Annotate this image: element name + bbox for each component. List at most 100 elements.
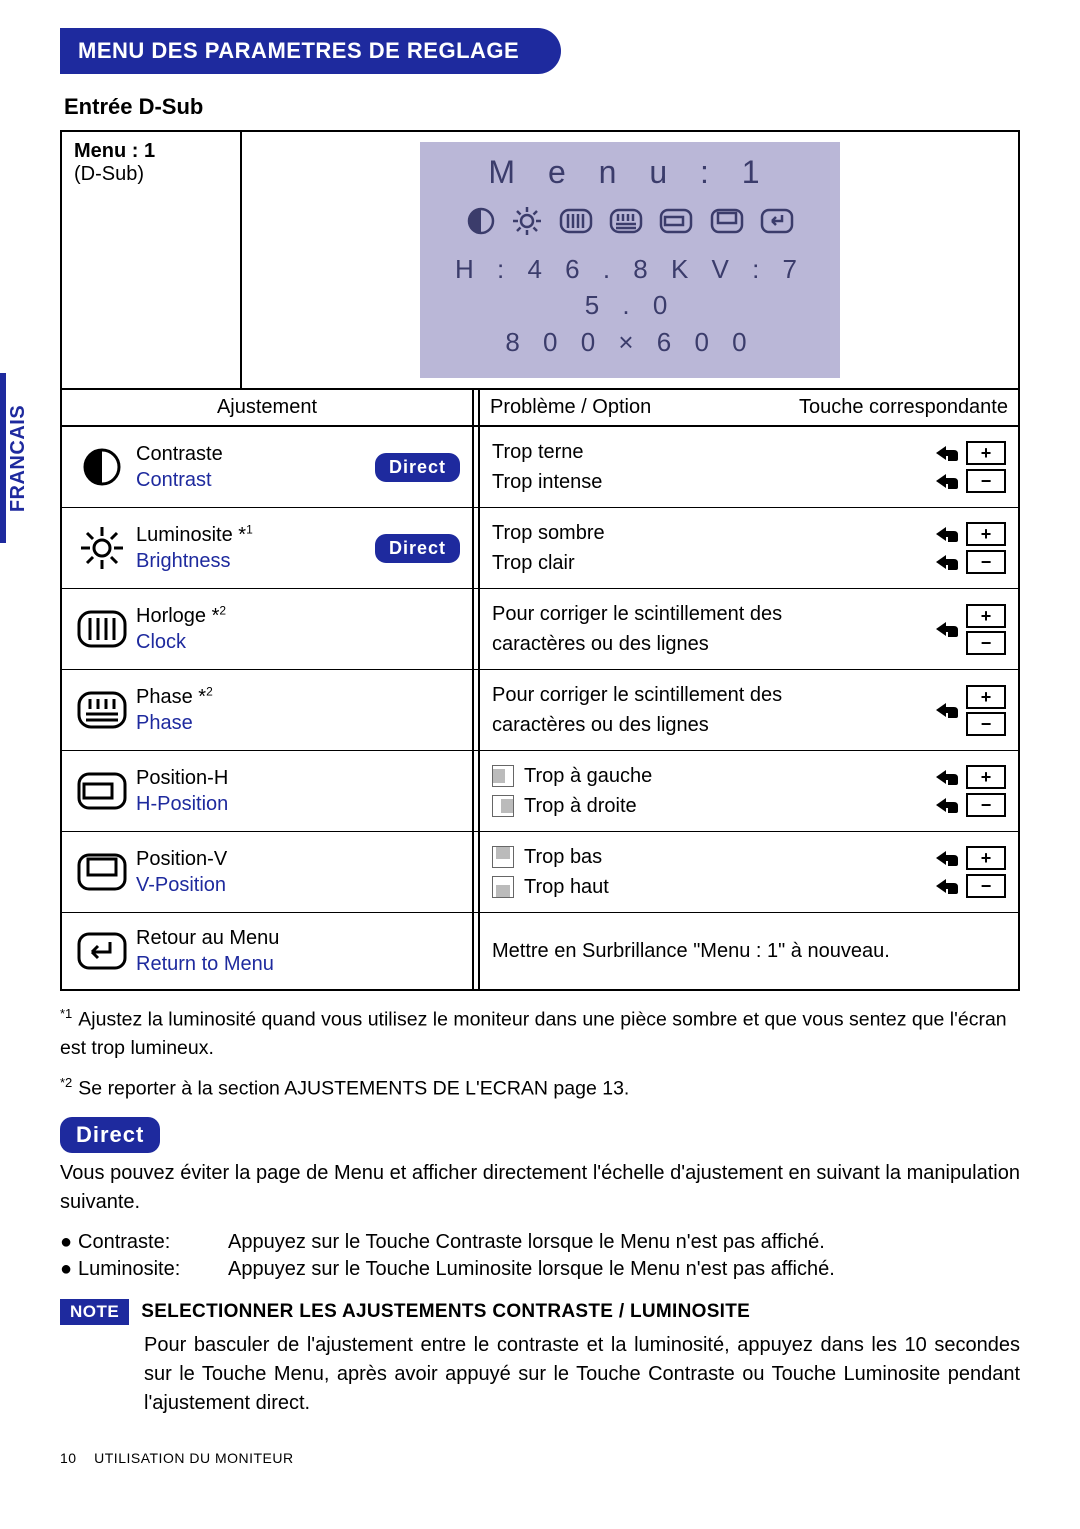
minus-key: − [966, 793, 1006, 817]
hand-left-icon [934, 443, 960, 463]
table-header: Ajustement Problème / Option Touche corr… [62, 388, 1018, 427]
plus-key: + [966, 846, 1006, 870]
menu-id-cell: Menu : 1 (D-Sub) [62, 132, 242, 388]
plus-key: + [966, 441, 1006, 465]
menu-number-label: Menu : 1 [74, 140, 228, 163]
setting-name-fr: Horloge *2 [136, 603, 460, 629]
osd-preview: M e n u : 1 H : 4 6 . 8 K V : 7 5 . 0 8 … [420, 142, 840, 378]
problem-text: Trop clair [492, 548, 575, 578]
language-label: FRANCAIS [8, 404, 31, 511]
hand-left-icon [934, 619, 960, 639]
direct-intro: Vous pouvez éviter la page de Menu et af… [60, 1159, 1020, 1217]
setting-name-en: Phase [136, 710, 460, 736]
minus-key: − [966, 631, 1006, 655]
problems: Trop sombreTrop clair [492, 518, 906, 578]
keys: + − [906, 604, 1006, 655]
setting-name-fr: Retour au Menu [136, 925, 460, 951]
setting-name-en: H-Position [136, 791, 460, 817]
hand-left-icon [934, 848, 960, 868]
bullet-1-label: Luminosite: [78, 1258, 228, 1281]
footnotes: *1Ajustez la luminosité quand vous utili… [60, 1005, 1020, 1103]
problem-text: Trop terne [492, 437, 584, 467]
contrast-icon [466, 206, 496, 236]
minus-key: − [966, 874, 1006, 898]
table-row: Luminosite *1 Brightness Direct Trop som… [62, 508, 1018, 589]
row-icon [74, 926, 130, 976]
row-icon [74, 766, 130, 816]
hand-left-icon [934, 524, 960, 544]
fn1-text: Ajustez la luminosité quand vous utilise… [60, 1009, 1007, 1059]
table-row: Phase *2 Phase Pour corriger le scintill… [62, 670, 1018, 751]
problems: Trop à gaucheTrop à droite [492, 761, 906, 821]
note-badge: NOTE [60, 1299, 129, 1325]
bullet-1-text: Appuyez sur le Touche Luminosite lorsque… [228, 1258, 1020, 1281]
hand-left-icon [934, 552, 960, 572]
col-adjust: Ajustement [62, 390, 474, 425]
plus-key: + [966, 604, 1006, 628]
setting-name-en: Contrast [136, 467, 375, 493]
direct-section: Direct Vous pouvez éviter la page de Men… [60, 1117, 1020, 1418]
problem-text: Trop sombre [492, 518, 605, 548]
hand-left-icon [934, 471, 960, 491]
problem-text: Trop à droite [524, 791, 637, 821]
problem-text: Trop à gauche [524, 761, 652, 791]
hpos-icon [659, 206, 693, 236]
direct-heading-badge: Direct [60, 1117, 160, 1153]
problem-text: Pour corriger le scintillement des [492, 599, 782, 629]
problems: Trop terneTrop intense [492, 437, 906, 497]
col-problem: Problème / Option [490, 396, 778, 419]
phase-icon [609, 206, 643, 236]
plus-key: + [966, 765, 1006, 789]
setting-name-fr: Position-V [136, 846, 460, 872]
setting-name-en: Clock [136, 629, 460, 655]
page-number: 10 [60, 1450, 77, 1466]
keys: + − [906, 522, 1006, 574]
language-tab: FRANCAIS [0, 373, 32, 543]
row-icon [74, 523, 130, 573]
setting-name-en: Return to Menu [136, 951, 460, 977]
row-icon [74, 604, 130, 654]
input-type-label: (D-Sub) [74, 163, 228, 186]
settings-table: Menu : 1 (D-Sub) M e n u : 1 H : 4 6 [60, 130, 1020, 991]
setting-name-en: V-Position [136, 872, 460, 898]
fn2-text: Se reporter à la section AJUSTEMENTS DE … [78, 1078, 629, 1100]
keys: + − [906, 441, 1006, 493]
keys: + − [906, 685, 1006, 736]
plus-key: + [966, 522, 1006, 546]
setting-name-en: Brightness [136, 548, 375, 574]
row-icon [74, 847, 130, 897]
problem-text: Mettre en Surbrillance "Menu : 1" à nouv… [492, 936, 890, 966]
problems: Pour corriger le scintillement descaract… [492, 599, 906, 659]
setting-name-fr: Luminosite *1 [136, 522, 375, 548]
osd-frequency: H : 4 6 . 8 K V : 7 5 . 0 [450, 251, 810, 324]
clock-icon [559, 206, 593, 236]
return-icon [760, 206, 794, 236]
fn2-mark: *2 [60, 1075, 72, 1090]
keys: + − [906, 765, 1006, 817]
hand-left-icon [934, 795, 960, 815]
minus-key: − [966, 712, 1006, 736]
problem-text: Trop haut [524, 872, 609, 902]
hand-left-icon [934, 767, 960, 787]
problems: Mettre en Surbrillance "Menu : 1" à nouv… [492, 936, 906, 966]
bullet-0-label: Contraste: [78, 1231, 228, 1254]
row-icon [74, 685, 130, 735]
minus-key: − [966, 550, 1006, 574]
section-header: MENU DES PARAMETRES DE REGLAGE [60, 28, 561, 74]
osd-title: M e n u : 1 [450, 154, 810, 191]
brightness-icon [512, 206, 542, 236]
bullet-0-text: Appuyez sur le Touche Contraste lorsque … [228, 1231, 1020, 1254]
direct-badge: Direct [375, 534, 460, 563]
row-icon [74, 442, 130, 492]
page-footer: 10 UTILISATION DU MONITEUR [60, 1450, 1020, 1466]
vpos-icon [710, 206, 744, 236]
problem-text: Pour corriger le scintillement des [492, 680, 782, 710]
direct-bullets: ●Contraste:Appuyez sur le Touche Contras… [60, 1231, 1020, 1281]
table-row: Retour au Menu Return to Menu Mettre en … [62, 913, 1018, 989]
problem-text: Trop bas [524, 842, 602, 872]
direct-badge: Direct [375, 453, 460, 482]
table-row: Contraste Contrast Direct Trop terneTrop… [62, 427, 1018, 508]
problem-text: Trop intense [492, 467, 602, 497]
minus-key: − [966, 469, 1006, 493]
col-key: Touche correspondante [778, 396, 1008, 419]
